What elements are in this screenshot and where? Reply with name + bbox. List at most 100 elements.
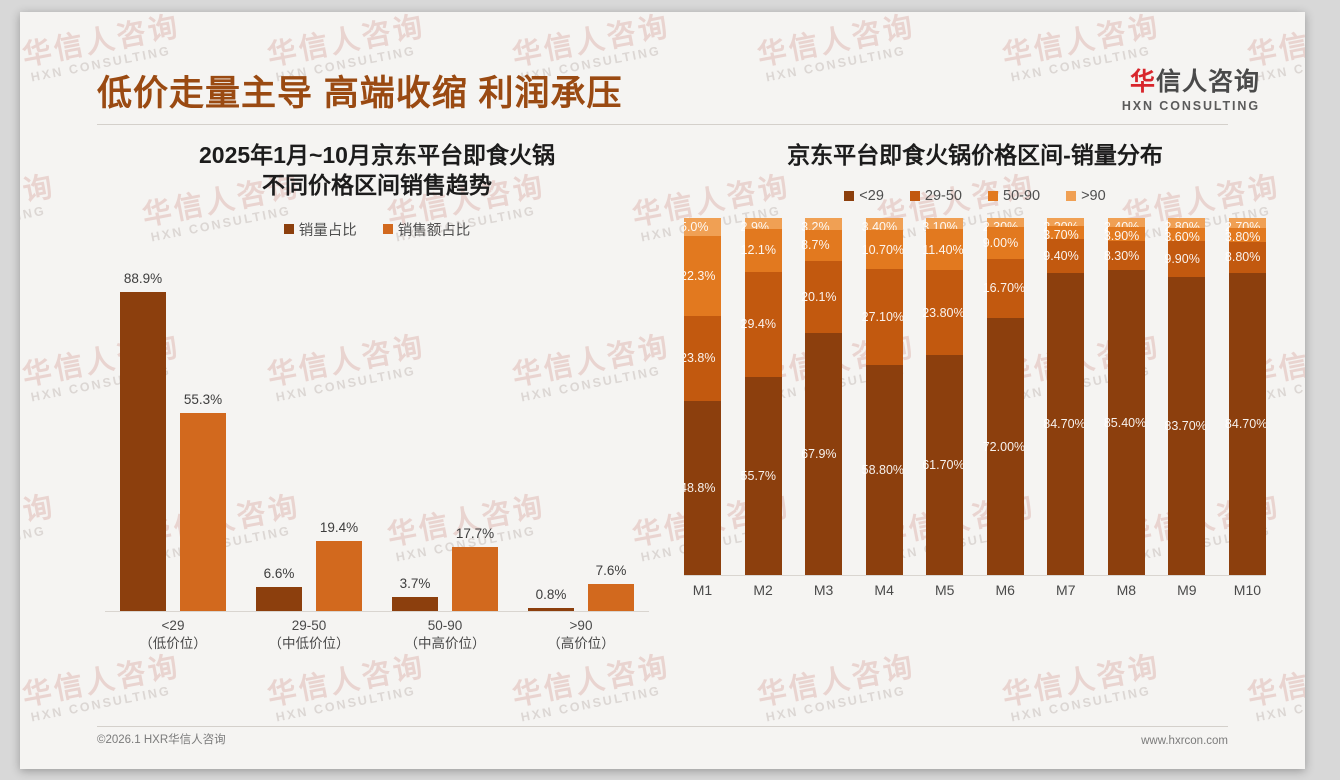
stack-segment-label: 29.4% xyxy=(740,317,776,332)
bar-rect xyxy=(392,597,438,611)
stack-segment->90: 2.9% xyxy=(741,218,782,234)
stack-segment-29-50: 9.40% xyxy=(1043,239,1085,273)
right-chart-axis xyxy=(684,575,1266,577)
stack-segment-<29: 48.8% xyxy=(684,400,721,575)
stacked-column-M5[interactable]: 3.10% 11.40% 23.80% 61.70% xyxy=(922,218,965,576)
legend-label: 销售额占比 xyxy=(397,222,471,239)
brand-logo: 华信人咨询 HXN CONSULTING xyxy=(1121,68,1260,113)
x-axis-label: M9 xyxy=(1177,582,1197,599)
legend-label: 50-90 xyxy=(1003,188,1041,205)
stack-segment-label: 8.30% xyxy=(1103,248,1140,263)
stack-segment-<29: 61.70% xyxy=(922,355,965,576)
legend-label: <29 xyxy=(859,188,884,205)
x-axis-label: M7 xyxy=(1056,582,1076,599)
stacked-column-M10[interactable]: 2.70%3.80% 8.80% 84.70% xyxy=(1225,218,1266,576)
stack-segment-label: 12.1% xyxy=(740,243,776,258)
legend-label: 销量占比 xyxy=(298,222,357,239)
legend-swatch-icon xyxy=(988,191,998,202)
bar-销量占比[interactable]: 6.6% xyxy=(256,254,302,611)
stack-segment-label: 3.80% xyxy=(1224,229,1261,244)
stack-segment-<29: 85.40% xyxy=(1104,270,1146,576)
stacked-bar-columns: 5.0% 22.3% 23.8% 48.8% 2.9% 12.1% 29.4% 55.7% 3.… xyxy=(684,218,1266,576)
stack-segment-29-50: 20.1% xyxy=(801,260,843,333)
x-axis-label: M1 xyxy=(692,582,713,599)
stacked-column-M8[interactable]: 2.40%3.90% 8.30% 85.40% xyxy=(1104,218,1146,576)
bar-value-label: 3.7% xyxy=(399,576,431,592)
stack-segment-label: 3.60% xyxy=(1164,230,1200,245)
page-title: 低价走量主导 高端收缩 利润承压 xyxy=(97,74,623,113)
bar-销量占比[interactable]: 0.8% xyxy=(528,254,574,611)
stack-segment-<29: 84.70% xyxy=(1043,272,1086,576)
slide-canvas: 华信人咨询 HXN CONSULTING 华信人咨询 HXN CONSULTING 华信… xyxy=(20,12,1305,769)
stacked-column-M1[interactable]: 5.0% 22.3% 23.8% 48.8% xyxy=(684,218,721,575)
stack-segment-label: 8.80% xyxy=(1224,250,1261,265)
stack-segment-label: 9.40% xyxy=(1043,249,1079,264)
stack-segment-label: 3.70% xyxy=(1043,228,1079,243)
x-axis-label: >90 （高价位） xyxy=(547,617,615,651)
stack-segment-label: 8.7% xyxy=(801,238,830,253)
bar-销售额占比[interactable]: 19.4% xyxy=(316,254,362,611)
left-chart-panel: 2025年1月~10月京东平台即食火锅 不同价格区间销售趋势 销量占比 销售额占比… xyxy=(97,140,657,700)
x-axis-label: M3 xyxy=(813,582,834,599)
stack-segment-29-50: 29.4% xyxy=(741,271,782,377)
legend-item-销量占比[interactable]: 销量占比 xyxy=(283,219,357,240)
bar-销售额占比[interactable]: 7.6% xyxy=(588,254,634,611)
stack-segment-label: 16.70% xyxy=(982,281,1026,296)
stack-segment-label: 84.70% xyxy=(1043,417,1086,432)
bar-rect xyxy=(588,583,634,611)
legend-item-销售额占比[interactable]: 销售额占比 xyxy=(382,219,471,240)
stack-segment-<29: 55.7% xyxy=(741,376,782,576)
x-axis-label: M10 xyxy=(1233,582,1262,599)
stack-segment-<29: 83.70% xyxy=(1164,276,1207,576)
bar-value-label: 6.6% xyxy=(263,566,295,582)
stack-segment-29-50: 27.10% xyxy=(862,268,904,366)
stack-segment-label: 72.00% xyxy=(982,439,1026,454)
legend-item->90[interactable]: >90 xyxy=(1066,188,1106,204)
bar-group: 3.7% 17.7% xyxy=(392,254,498,611)
right-chart-x-labels: M1 M2 M3 M4 M5 M6 M7 M8 M9 M10 xyxy=(684,576,1266,618)
stack-segment-29-50: 16.70% xyxy=(983,258,1025,319)
stack-segment-label: 5.0% xyxy=(684,220,709,235)
stack-segment-label: 20.1% xyxy=(801,289,837,304)
stacked-column-M3[interactable]: 3.2% 8.7% 20.1% 67.9% xyxy=(801,218,843,575)
stack-segment-<29: 58.80% xyxy=(862,365,904,576)
logo-chinese-text: 华信人咨询 xyxy=(1122,68,1260,97)
bar-rect xyxy=(120,292,166,611)
stacked-column-M6[interactable]: 2.30%9.00% 16.70% 72.00% xyxy=(983,218,1025,576)
stack-segment-label: 55.7% xyxy=(740,469,776,484)
stacked-column-M9[interactable]: 2.80%3.60% 9.90% 83.70% xyxy=(1164,218,1207,576)
stack-segment->90: 2.30% xyxy=(983,218,1024,234)
bar-rect xyxy=(316,541,362,611)
bar-group: 88.9% 55.3% xyxy=(120,254,226,611)
bar-销量占比[interactable]: 88.9% xyxy=(120,254,166,611)
bar-group: 0.8% 7.6% xyxy=(528,254,634,611)
stack-segment-29-50: 9.90% xyxy=(1164,241,1206,277)
stack-segment-label: 61.70% xyxy=(922,458,965,473)
logo-english-text: HXN CONSULTING xyxy=(1121,98,1260,113)
x-axis-label: M6 xyxy=(995,582,1015,599)
stack-segment-label: 9.90% xyxy=(1164,251,1200,266)
bar-销售额占比[interactable]: 17.7% xyxy=(452,254,498,611)
stack-segment-label: 23.8% xyxy=(684,351,716,366)
bar-销量占比[interactable]: 3.7% xyxy=(392,254,438,611)
stack-segment-label: 27.10% xyxy=(861,310,905,325)
footer-divider xyxy=(97,726,1228,727)
logo-first-char: 华 xyxy=(1129,68,1156,96)
stack-segment-29-50: 8.80% xyxy=(1225,241,1266,273)
stack-segment-50-90: 10.70% xyxy=(862,230,904,269)
stacked-column-M2[interactable]: 2.9% 12.1% 29.4% 55.7% xyxy=(741,218,782,576)
stack-segment-29-50: 8.30% xyxy=(1104,240,1145,271)
bar-销售额占比[interactable]: 55.3% xyxy=(180,254,226,611)
stack-segment-label: 10.70% xyxy=(861,242,905,257)
stacked-column-M4[interactable]: 3.40% 10.70% 27.10% 58.80% xyxy=(862,218,904,576)
right-chart-panel: 京东平台即食火锅价格区间-销量分布 <29 29-50 50-90 >90 5.0% 2… xyxy=(680,140,1270,700)
x-axis-label: M5 xyxy=(934,582,955,599)
legend-item-<29[interactable]: <29 xyxy=(844,188,884,204)
stack-segment-29-50: 23.80% xyxy=(922,270,965,356)
bar-value-label: 17.7% xyxy=(455,526,495,542)
stacked-column-M7[interactable]: 2.20%3.70% 9.40% 84.70% xyxy=(1043,218,1086,576)
legend-item-29-50[interactable]: 29-50 xyxy=(909,188,962,204)
legend-item-50-90[interactable]: 50-90 xyxy=(988,188,1040,204)
stack-segment->90: 2.20% xyxy=(1043,218,1085,234)
stack-segment->90: 2.80% xyxy=(1164,218,1206,234)
